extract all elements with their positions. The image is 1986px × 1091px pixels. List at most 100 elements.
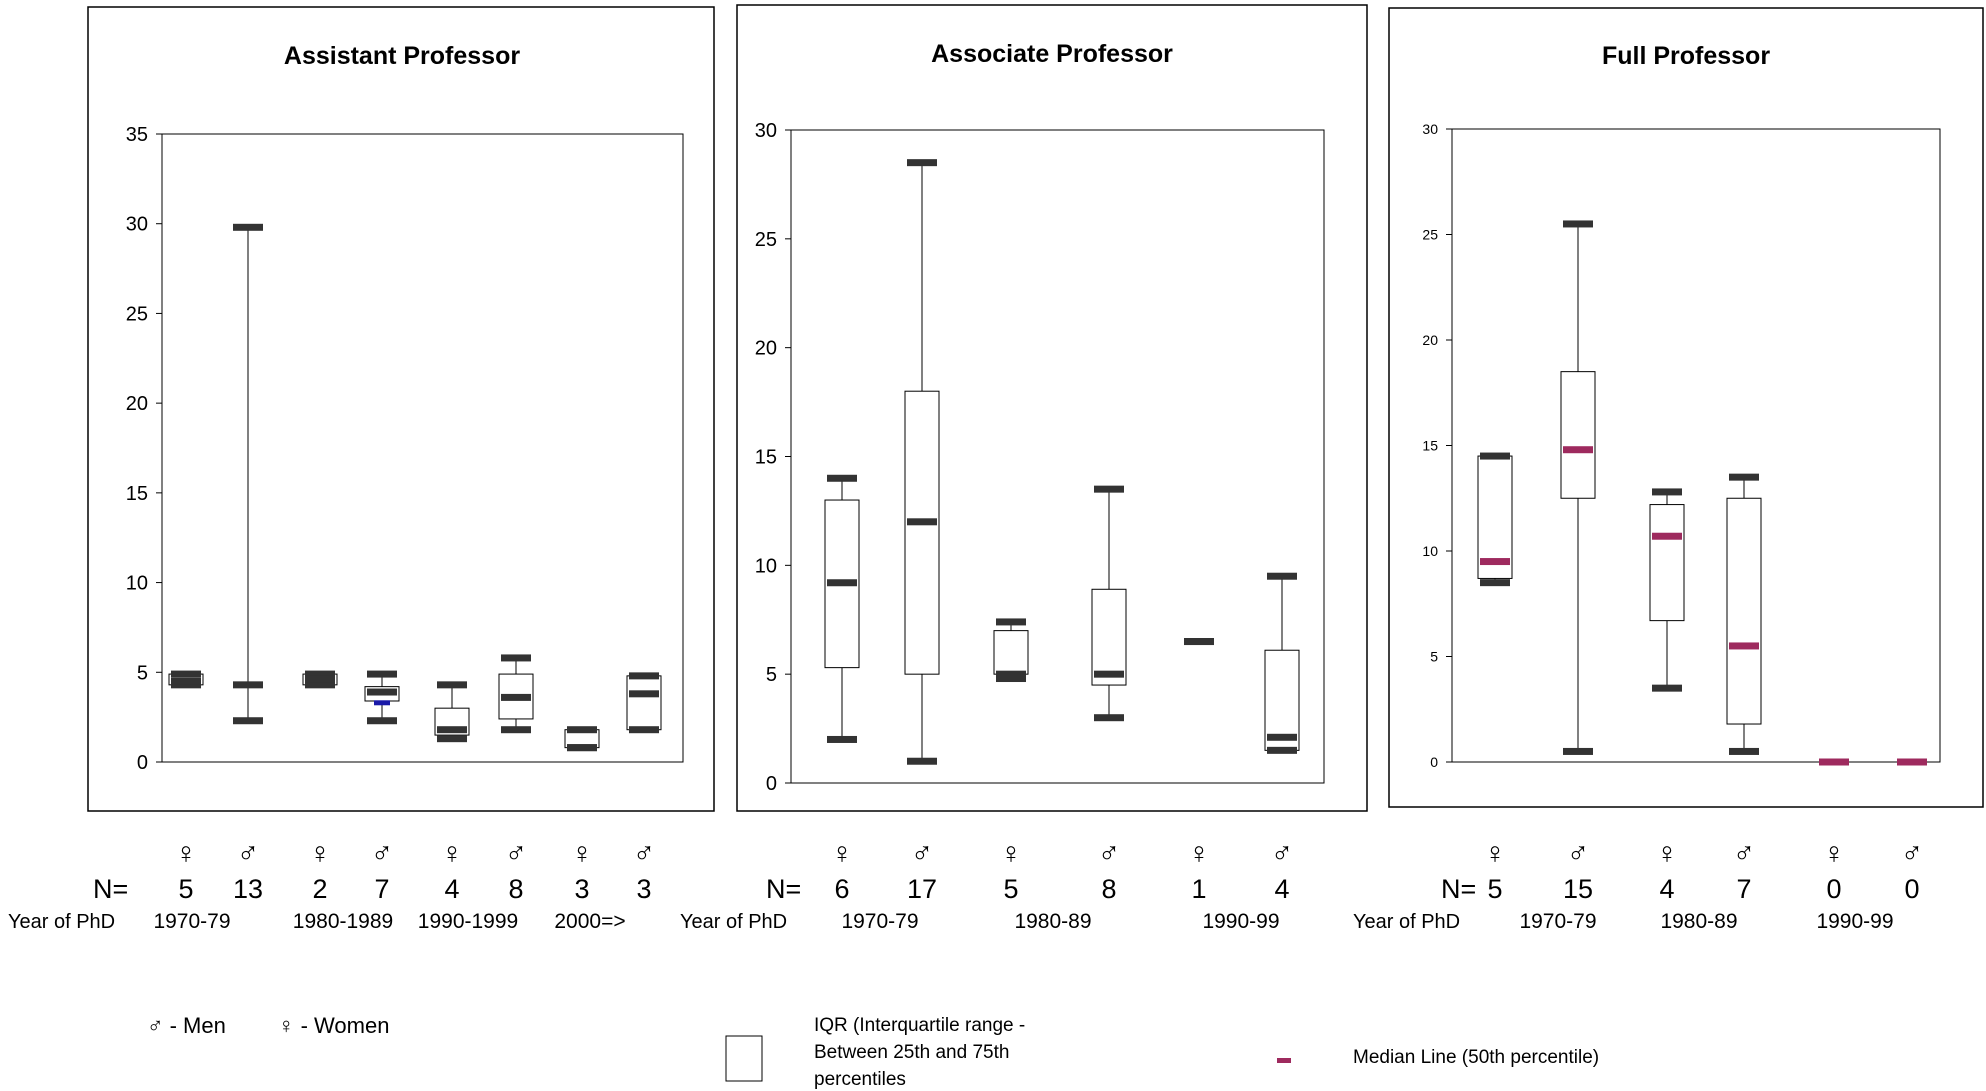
iqr-box — [1264, 649, 1300, 751]
box-male-1990-99 — [1897, 758, 1927, 766]
max-cap — [996, 618, 1026, 626]
male-symbol: ♂ — [1098, 837, 1121, 870]
y-tick-label: 30 — [1422, 121, 1438, 137]
median-line — [1480, 558, 1510, 566]
n-value: 8 — [1101, 874, 1116, 904]
min-cap — [1094, 714, 1124, 722]
period-label: 1980-1989 — [293, 910, 393, 933]
n-value: 3 — [636, 874, 651, 904]
female-symbol: ♀ — [1656, 837, 1679, 870]
max-cap — [437, 681, 467, 689]
min-cap — [367, 717, 397, 725]
chart-panels: Assistant Professor05101520253035♀5♂13♀2… — [8, 4, 1984, 933]
iqr-box — [1726, 497, 1762, 725]
box-female-2000=> — [564, 726, 600, 752]
n-value: 5 — [1487, 874, 1502, 904]
max-cap — [827, 474, 857, 482]
legend-men: ♂ - Men — [147, 1013, 226, 1038]
iqr-box — [993, 630, 1029, 675]
n-value: 4 — [1659, 874, 1674, 904]
y-tick-label: 30 — [755, 120, 777, 142]
female-symbol: ♀ — [571, 837, 594, 870]
male-symbol: ♂ — [911, 837, 934, 870]
y-tick-label: 25 — [1422, 226, 1438, 242]
legend-iqr-line-3: percentiles — [814, 1069, 906, 1090]
y-tick-label: 5 — [1430, 648, 1438, 664]
box-female-1990-99 — [1184, 638, 1214, 646]
y-tick-label: 35 — [126, 124, 148, 146]
median-line — [171, 677, 201, 685]
box-female-1970-79 — [168, 670, 204, 689]
y-tick-label: 25 — [755, 229, 777, 251]
median-line — [1267, 733, 1297, 741]
median-line — [437, 726, 467, 734]
n-value: 6 — [834, 874, 849, 904]
y-tick-label: 15 — [126, 483, 148, 505]
male-symbol: ♂ — [237, 837, 260, 870]
iqr-box — [1560, 371, 1596, 499]
median-line — [1819, 758, 1849, 766]
period-label: 1970-79 — [1519, 910, 1596, 933]
median-line — [501, 693, 531, 701]
max-cap — [907, 159, 937, 167]
min-cap — [1652, 684, 1682, 692]
male-symbol: ♂ — [1733, 837, 1756, 870]
female-symbol: ♀ — [1823, 837, 1846, 870]
box-male-1980-89 — [1091, 485, 1127, 722]
max-cap — [1563, 220, 1593, 228]
median-line — [827, 579, 857, 587]
median-line — [1184, 638, 1214, 646]
n-value: 5 — [1003, 874, 1018, 904]
max-cap — [233, 223, 263, 231]
median-line — [367, 688, 397, 696]
n-value: 1 — [1191, 874, 1206, 904]
highlight-mark — [374, 700, 390, 706]
panel-2: Full Professor 0 5 10 15 20 25 30 ♀ 5 ♂ 15 ♀ 4 ♂ 7 ♀ 0 ♂ 0 N… — [1353, 7, 1984, 933]
legend-iqr-line-1: IQR (Interquartile range - — [814, 1015, 1025, 1036]
male-symbol: ♂ — [1567, 837, 1590, 870]
max-cap — [1094, 485, 1124, 493]
median-line — [1729, 642, 1759, 650]
box-female-1970-79 — [824, 474, 860, 743]
max-cap — [1480, 452, 1510, 460]
box-male-2000=> — [626, 672, 662, 734]
box-female-1990-99 — [1819, 758, 1849, 766]
panel-title: Assistant Professor — [284, 42, 520, 70]
min-cap — [1480, 579, 1510, 587]
max-cap — [367, 670, 397, 678]
n-label: N= — [93, 874, 128, 904]
box-male-1980-1989 — [364, 670, 400, 725]
male-symbol: ♂ — [1271, 837, 1294, 870]
n-value: 13 — [233, 874, 263, 904]
box-male-1980-89 — [1726, 473, 1762, 755]
n-value: 4 — [1274, 874, 1289, 904]
max-cap — [501, 654, 531, 662]
iqr-box — [1091, 588, 1127, 686]
y-tick-label: 20 — [126, 393, 148, 415]
median-line — [1652, 532, 1682, 540]
period-label: 1980-89 — [1014, 910, 1091, 933]
min-cap — [437, 735, 467, 743]
period-label: 2000=> — [554, 910, 625, 933]
female-symbol: ♀ — [1000, 837, 1023, 870]
y-tick-label: 5 — [137, 662, 148, 684]
panel-1: Associate Professor 0 5 10 15 20 25 30 ♀ 6 ♂ 17 ♀ 5 ♂ 8… — [680, 4, 1368, 933]
plot-area — [790, 129, 1325, 784]
box-male-1990-99 — [1264, 572, 1300, 754]
year-of-phd-label: Year of PhD — [680, 911, 787, 933]
y-tick-label: 0 — [137, 752, 148, 774]
min-cap — [907, 757, 937, 765]
period-label: 1990-99 — [1202, 910, 1279, 933]
n-value: 2 — [312, 874, 327, 904]
y-tick-label: 5 — [766, 664, 777, 686]
year-of-phd-label: Year of PhD — [1353, 911, 1460, 933]
legend-iqr-line-2: Between 25th and 75th — [814, 1042, 1009, 1063]
female-symbol: ♀ — [831, 837, 854, 870]
n-value: 0 — [1904, 874, 1919, 904]
n-value: 17 — [907, 874, 937, 904]
y-tick-label: 10 — [755, 555, 777, 577]
max-cap — [171, 670, 201, 678]
female-symbol: ♀ — [1188, 837, 1211, 870]
median-line — [907, 518, 937, 526]
female-symbol: ♀ — [441, 837, 464, 870]
